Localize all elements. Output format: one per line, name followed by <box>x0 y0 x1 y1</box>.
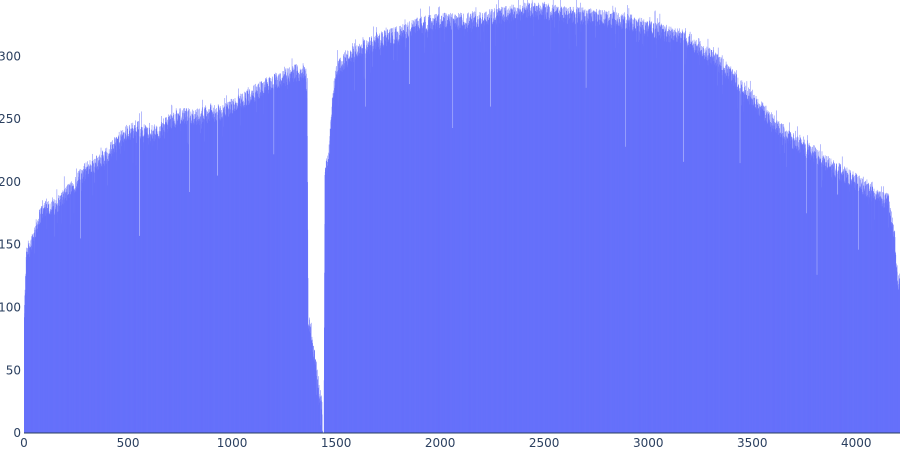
y-tick-label: 200 <box>0 175 21 189</box>
x-tick-label: 500 <box>117 436 140 450</box>
x-tick-label: 1000 <box>217 436 248 450</box>
y-tick-label: 50 <box>6 363 21 377</box>
y-tick-label: 0 <box>13 426 21 440</box>
bars-layer <box>24 0 900 434</box>
x-tick-label: 0 <box>20 436 28 450</box>
x-tick-label: 4000 <box>841 436 872 450</box>
x-tick-label: 3000 <box>633 436 664 450</box>
y-tick-label: 150 <box>0 238 21 252</box>
y-tick-label: 100 <box>0 300 21 314</box>
axis-layer: 0 500 1000 1500 2000 2500 3000 3500 4000 0 50 100 15… <box>0 49 900 450</box>
y-tick-label: 300 <box>0 49 21 63</box>
x-tick-label: 1500 <box>321 436 352 450</box>
y-tick-label: 250 <box>0 112 21 126</box>
x-tick-label: 3500 <box>737 436 768 450</box>
x-tick-label: 2500 <box>529 436 560 450</box>
x-tick-label: 2000 <box>425 436 456 450</box>
